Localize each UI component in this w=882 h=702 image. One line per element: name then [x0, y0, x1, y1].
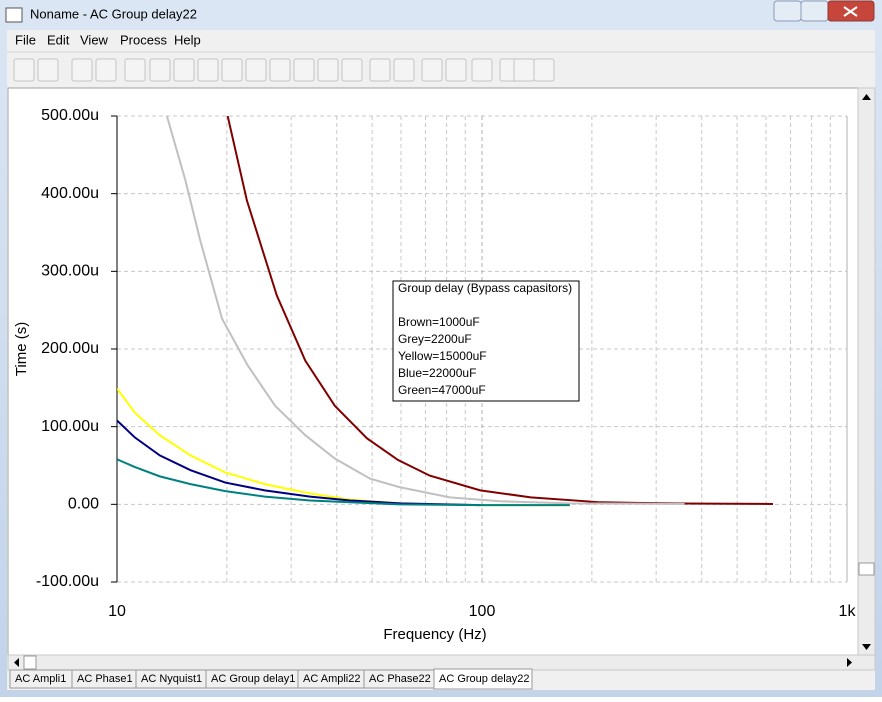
toolbar-button[interactable]: [71, 58, 93, 82]
menu-item[interactable]: Process: [120, 32, 167, 47]
app-icon: [5, 7, 23, 23]
tab-label[interactable]: AC Ampli1: [15, 673, 66, 685]
scroll-up[interactable]: [862, 94, 871, 100]
y-tick-label: 500.00u: [41, 107, 99, 124]
x-tick-label: 100: [469, 603, 496, 620]
tab-bar: AC Ampli1 AC Phase1 AC Nyquist1 AC Group de…: [9, 668, 533, 690]
y-tick-label: 200.00u: [41, 340, 99, 357]
tab-label[interactable]: AC Group delay1: [211, 673, 295, 685]
annotation-line: Blue=22000uF: [398, 366, 476, 380]
tab-label[interactable]: AC Phase22: [369, 673, 431, 685]
tab-label[interactable]: AC Phase1: [77, 673, 133, 685]
annotation-line: Grey=2200uF: [398, 332, 472, 346]
y-axis-label: Time (s): [13, 322, 30, 376]
minimize-button[interactable]: [773, 0, 802, 22]
toolbar-button[interactable]: [245, 58, 267, 82]
annotation-line: Green=47000uF: [398, 383, 486, 397]
series-line: [165, 116, 685, 505]
horizontal-scrollbar[interactable]: [7, 654, 876, 671]
toolbar-button[interactable]: [471, 58, 493, 82]
series-line: [117, 458, 570, 507]
series-line: [226, 116, 774, 505]
toolbar: [13, 58, 555, 82]
toolbar-button[interactable]: [533, 58, 555, 82]
x-axis-label: Frequency (Hz): [383, 626, 486, 643]
toolbar-button[interactable]: [513, 58, 535, 82]
tab-label[interactable]: AC Nyquist1: [141, 673, 202, 685]
toolbar-button[interactable]: [421, 58, 443, 82]
y-tick-label: -100.00u: [36, 573, 99, 590]
annotation-line: Brown=1000uF: [398, 315, 480, 329]
tab-label[interactable]: AC Group delay22: [439, 673, 530, 685]
menu-item[interactable]: Help: [174, 32, 201, 47]
y-tick-label: 300.00u: [41, 263, 99, 280]
window-title: Noname - AC Group delay22: [30, 6, 197, 21]
toolbar-button[interactable]: [445, 58, 467, 82]
menu-item[interactable]: Edit: [47, 32, 70, 47]
toolbar-button[interactable]: [124, 58, 146, 82]
series-line: [117, 419, 481, 507]
scroll-left[interactable]: [14, 658, 19, 667]
annotation-box: [392, 280, 580, 402]
toolbar-button[interactable]: [221, 58, 243, 82]
maximize-button[interactable]: [800, 0, 829, 22]
tab-label[interactable]: AC Ampli22: [303, 673, 360, 685]
scroll-down[interactable]: [862, 644, 871, 650]
annotation-title: Group delay (Bypass capasitors): [398, 281, 572, 295]
toolbar-button[interactable]: [37, 58, 59, 82]
toolbar-button[interactable]: [393, 58, 415, 82]
tab[interactable]: [433, 668, 533, 690]
y-tick-label: 400.00u: [41, 185, 99, 202]
menu-item[interactable]: View: [80, 32, 109, 47]
chart: Frequency (Hz) Time (s) -100.00u 0.00 100.…: [13, 107, 856, 643]
y-tick-label: 0.00: [68, 496, 99, 513]
toolbar-button[interactable]: [293, 58, 315, 82]
toolbar-button[interactable]: [95, 58, 117, 82]
toolbar-button[interactable]: [173, 58, 195, 82]
toolbar-button[interactable]: [13, 58, 35, 82]
toolbar-button[interactable]: [197, 58, 219, 82]
x-tick-label: 1k: [839, 603, 857, 620]
close-icon: [843, 6, 858, 17]
scroll-thumb[interactable]: [858, 562, 875, 576]
menu-item[interactable]: File: [15, 32, 36, 47]
toolbar-button[interactable]: [269, 58, 291, 82]
scroll-right[interactable]: [847, 658, 852, 667]
x-tick-label: 10: [108, 603, 126, 620]
annotation-line: Yellow=15000uF: [398, 349, 487, 363]
y-tick-label: 100.00u: [41, 418, 99, 435]
scroll-thumb[interactable]: [23, 655, 37, 670]
toolbar-button[interactable]: [317, 58, 339, 82]
toolbar-button[interactable]: [149, 58, 171, 82]
toolbar-button[interactable]: [369, 58, 391, 82]
menu-bar: File Edit View Process Help: [15, 32, 201, 47]
toolbar-button[interactable]: [341, 58, 363, 82]
